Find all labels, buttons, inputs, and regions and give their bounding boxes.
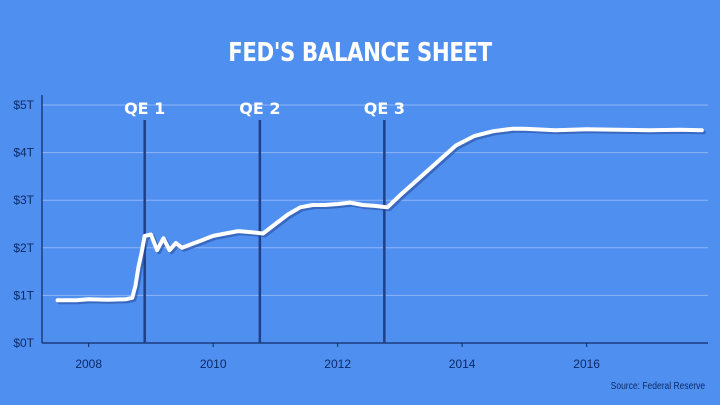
source-note: Source: Federal Reserve (610, 381, 705, 392)
x-tick-label: 2014 (449, 357, 476, 371)
annotation-label: QE 1 (124, 99, 165, 118)
y-tick-label: $3T (13, 193, 34, 207)
y-tick-label: $0T (13, 336, 34, 350)
x-tick-label: 2012 (324, 357, 351, 371)
x-tick-label: 2016 (573, 357, 600, 371)
chart-title: FED'S BALANCE SHEET (228, 38, 492, 68)
y-tick-label: $1T (13, 288, 34, 302)
series-shadow (57, 128, 706, 305)
y-tick-label: $4T (13, 146, 34, 160)
series-line (55, 126, 704, 303)
y-tick-label: $5T (13, 98, 34, 112)
x-tick-label: 2010 (200, 357, 227, 371)
annotation-label: QE 2 (239, 99, 280, 118)
annotation-label: QE 3 (364, 99, 405, 118)
x-tick-label: 2008 (75, 357, 102, 371)
y-tick-label: $2T (13, 241, 34, 255)
